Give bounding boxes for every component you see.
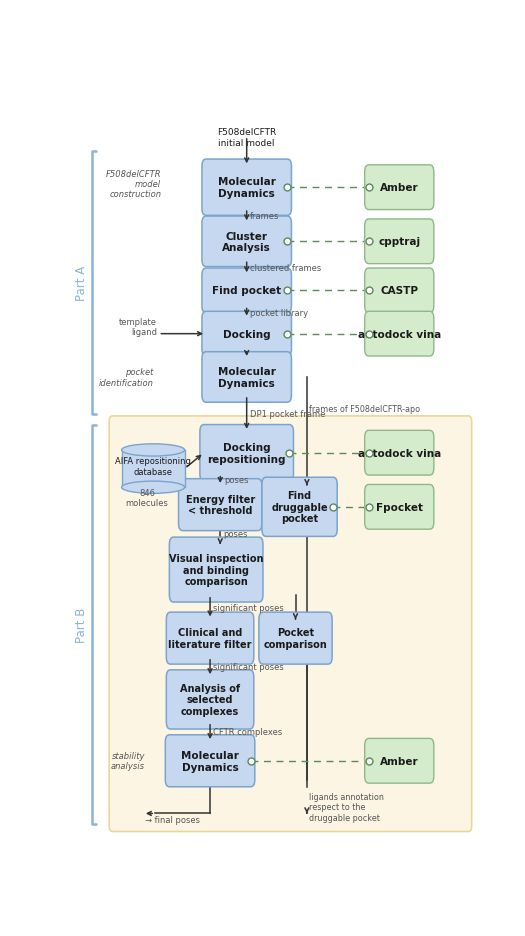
- Text: frames: frames: [250, 212, 279, 221]
- FancyBboxPatch shape: [365, 431, 434, 475]
- FancyBboxPatch shape: [262, 477, 337, 537]
- FancyBboxPatch shape: [259, 612, 332, 665]
- Text: Visual inspection
and binding
comparison: Visual inspection and binding comparison: [169, 553, 264, 587]
- Text: Part B: Part B: [76, 607, 88, 643]
- Text: → final poses: → final poses: [145, 815, 200, 824]
- Text: Cluster
Analysis: Cluster Analysis: [222, 231, 271, 253]
- Text: Docking
repositioning: Docking repositioning: [207, 443, 286, 464]
- Text: Amber: Amber: [380, 756, 418, 766]
- Text: F508delCFTR
initial model: F508delCFTR initial model: [217, 128, 276, 148]
- FancyBboxPatch shape: [202, 217, 291, 268]
- Text: cpptraj: cpptraj: [378, 237, 421, 247]
- FancyBboxPatch shape: [365, 269, 434, 314]
- Text: stability
analysis: stability analysis: [111, 752, 145, 770]
- Text: pocket
identification: pocket identification: [98, 368, 153, 388]
- FancyBboxPatch shape: [166, 612, 254, 665]
- FancyBboxPatch shape: [200, 425, 293, 481]
- Text: Fpocket: Fpocket: [376, 503, 423, 512]
- FancyBboxPatch shape: [365, 312, 434, 357]
- FancyBboxPatch shape: [178, 479, 262, 531]
- Text: significant poses: significant poses: [213, 603, 284, 612]
- FancyBboxPatch shape: [122, 450, 185, 488]
- FancyBboxPatch shape: [109, 417, 471, 831]
- Text: Amber: Amber: [380, 183, 418, 193]
- Text: Find pocket: Find pocket: [212, 286, 281, 296]
- Text: Docking: Docking: [223, 329, 270, 339]
- Text: Clinical and
literature filter: Clinical and literature filter: [169, 628, 252, 650]
- Text: Pocket
comparison: Pocket comparison: [264, 628, 328, 650]
- Text: F508delCFTR
model
construction: F508delCFTR model construction: [106, 169, 161, 199]
- Ellipse shape: [122, 445, 185, 457]
- Text: Molecular
Dynamics: Molecular Dynamics: [181, 750, 239, 772]
- Text: 846
molecules: 846 molecules: [125, 489, 169, 507]
- Text: ligands annotation
respect to the
druggable pocket: ligands annotation respect to the drugga…: [309, 792, 384, 822]
- FancyBboxPatch shape: [202, 160, 291, 216]
- Text: template
ligand: template ligand: [119, 317, 157, 337]
- FancyBboxPatch shape: [202, 269, 291, 314]
- Text: CASTP: CASTP: [380, 286, 418, 296]
- Text: Molecular
Dynamics: Molecular Dynamics: [218, 177, 276, 198]
- Text: AIFA repositioning
database: AIFA repositioning database: [115, 457, 191, 476]
- FancyBboxPatch shape: [365, 739, 434, 783]
- Text: Energy filter
< threshold: Energy filter < threshold: [186, 494, 255, 516]
- Text: Molecular
Dynamics: Molecular Dynamics: [218, 367, 276, 388]
- Text: frames of F508delCFTR-apo: frames of F508delCFTR-apo: [309, 404, 420, 414]
- Text: poses: poses: [224, 475, 249, 485]
- Ellipse shape: [122, 482, 185, 494]
- Text: clustered frames: clustered frames: [250, 264, 321, 272]
- FancyBboxPatch shape: [365, 220, 434, 264]
- Text: significant poses: significant poses: [213, 663, 284, 672]
- FancyBboxPatch shape: [170, 537, 263, 603]
- Text: CFTR complexes: CFTR complexes: [213, 727, 282, 737]
- FancyBboxPatch shape: [365, 485, 434, 530]
- Text: autodock vina: autodock vina: [358, 329, 441, 339]
- FancyBboxPatch shape: [165, 735, 255, 787]
- Text: poses: poses: [224, 530, 248, 539]
- Text: autodock vina: autodock vina: [358, 448, 441, 459]
- Text: Part A: Part A: [76, 266, 88, 301]
- Text: Find
druggable
pocket: Find druggable pocket: [271, 490, 328, 524]
- Text: Analysis of
selected
complexes: Analysis of selected complexes: [180, 683, 240, 716]
- FancyBboxPatch shape: [166, 670, 254, 729]
- FancyBboxPatch shape: [202, 312, 291, 357]
- FancyBboxPatch shape: [202, 352, 291, 402]
- Text: DP1 pocket frame: DP1 pocket frame: [250, 409, 326, 418]
- Text: pocket library: pocket library: [250, 308, 308, 317]
- FancyBboxPatch shape: [365, 166, 434, 211]
